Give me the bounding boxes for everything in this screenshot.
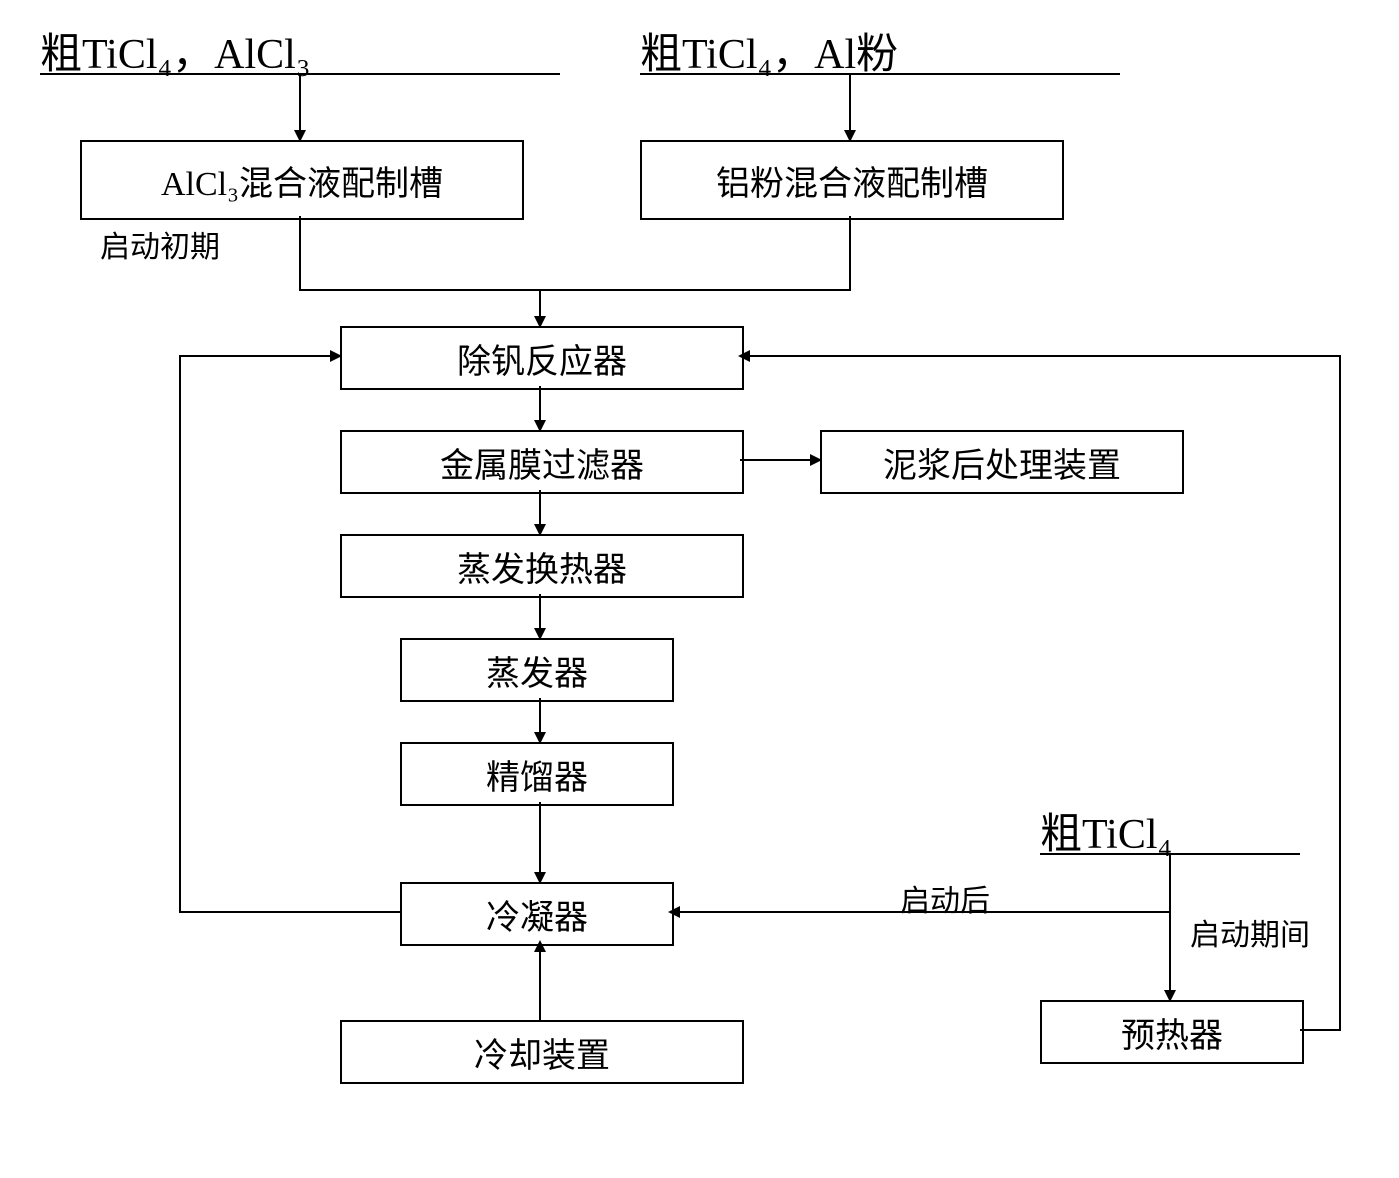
- input-left-label: 粗TiCl₄，AlCl₃: [40, 20, 311, 81]
- condenser-text: 冷凝器: [486, 890, 588, 939]
- filter-text: 金属膜过滤器: [440, 438, 644, 487]
- cooler-text: 冷却装置: [474, 1028, 610, 1077]
- evaporator-box: 蒸发器: [400, 638, 674, 702]
- evaporator-text: 蒸发器: [486, 646, 588, 695]
- reactor-box: 除钒反应器: [340, 326, 744, 390]
- preheater-text: 预热器: [1121, 1008, 1223, 1057]
- rectifier-box: 精馏器: [400, 742, 674, 806]
- during-start-label: 启动期间: [1190, 910, 1310, 954]
- filter-box: 金属膜过滤器: [340, 430, 744, 494]
- reactor-text: 除钒反应器: [457, 334, 627, 383]
- condenser-box: 冷凝器: [400, 882, 674, 946]
- al-tank-box: 铝粉混合液配制槽: [640, 140, 1064, 220]
- rectifier-text: 精馏器: [486, 750, 588, 799]
- al-tank-text: 铝粉混合液配制槽: [716, 156, 988, 205]
- cooler-box: 冷却装置: [340, 1020, 744, 1084]
- evap-hx-box: 蒸发换热器: [340, 534, 744, 598]
- after-start-label: 启动后: [900, 876, 990, 920]
- alcl3-tank-text: AlCl₃混合液配制槽: [161, 156, 443, 205]
- mud-box: 泥浆后处理装置: [820, 430, 1184, 494]
- startup-init-label: 启动初期: [100, 222, 220, 266]
- input-right-label: 粗TiCl₄，Al粉: [640, 20, 898, 81]
- evap-hx-text: 蒸发换热器: [457, 542, 627, 591]
- mud-text: 泥浆后处理装置: [883, 438, 1121, 487]
- input-lower-right-label: 粗TiCl₄: [1040, 800, 1172, 861]
- alcl3-tank-box: AlCl₃混合液配制槽: [80, 140, 524, 220]
- preheater-box: 预热器: [1040, 1000, 1304, 1064]
